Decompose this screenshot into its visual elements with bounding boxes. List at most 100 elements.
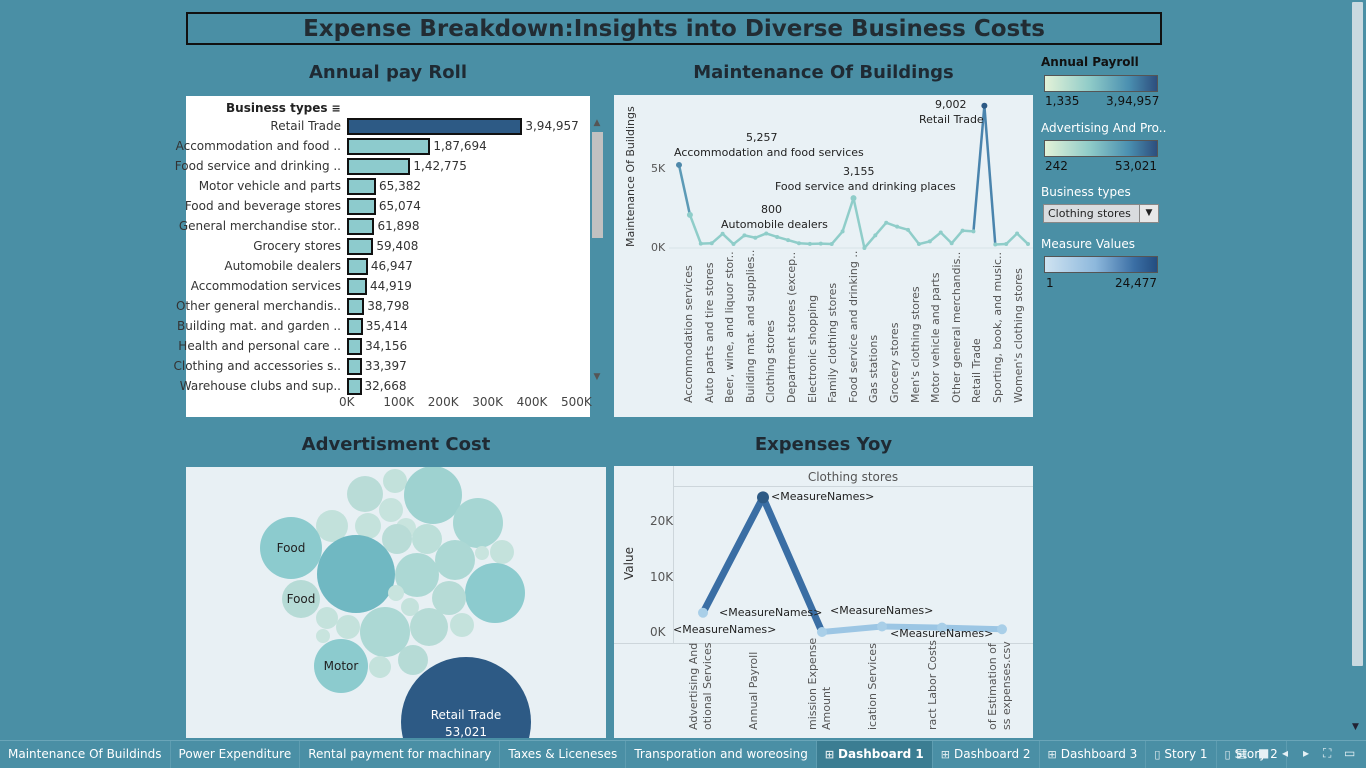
payroll-row-label[interactable]: Food and beverage stores — [184, 199, 341, 213]
payroll-chart[interactable]: Business types ≡ Retail Trade 3,94,957 Acco… — [173, 96, 603, 417]
payroll-bar[interactable] — [347, 298, 365, 315]
bubble[interactable] — [369, 656, 391, 678]
maintenance-point[interactable] — [938, 230, 943, 235]
maintenance-point[interactable] — [796, 241, 801, 246]
payroll-row[interactable]: Other general merchandis.. 38,798 — [176, 296, 590, 316]
payroll-row[interactable]: Automobile dealers 46,947 — [186, 256, 590, 276]
maintenance-point[interactable] — [731, 242, 736, 247]
business-types-dropdown[interactable]: Clothing stores ▼ — [1043, 204, 1159, 223]
payroll-row[interactable]: Food service and drinking .. 1,42,775 — [175, 156, 590, 176]
sheet-tab[interactable]: ▯ Story 2 — [1217, 740, 1287, 768]
payroll-bar[interactable] — [347, 158, 411, 175]
maintenance-point[interactable] — [862, 246, 867, 250]
payroll-row-label[interactable]: Food service and drinking .. — [174, 159, 341, 173]
payroll-row-label[interactable]: Warehouse clubs and sup.. — [179, 379, 341, 393]
scroll-down-icon[interactable]: ▼ — [1352, 722, 1359, 732]
scroll-thumb[interactable] — [592, 132, 603, 238]
payroll-scrollbar[interactable]: ▲ ▼ — [590, 116, 604, 386]
maintenance-point[interactable] — [927, 239, 932, 244]
bubble[interactable] — [398, 645, 428, 675]
payroll-row[interactable]: Grocery stores 59,408 — [186, 236, 590, 256]
bubble[interactable] — [432, 581, 466, 615]
bubble[interactable] — [465, 563, 525, 623]
maintenance-point[interactable] — [949, 241, 954, 246]
bubble[interactable] — [450, 613, 474, 637]
payroll-row-label[interactable]: Automobile dealers — [224, 259, 341, 273]
maintenance-plot[interactable] — [614, 95, 1033, 417]
maintenance-point[interactable] — [709, 241, 714, 246]
payroll-bar[interactable] — [347, 358, 362, 375]
bubble[interactable] — [347, 476, 383, 512]
bubble[interactable] — [435, 540, 475, 580]
payroll-row[interactable]: Health and personal care .. 34,156 — [178, 336, 590, 356]
sheet-tab[interactable]: Rental payment for machinary — [300, 740, 501, 768]
bubble[interactable] — [355, 513, 381, 539]
maintenance-point[interactable] — [1026, 242, 1030, 247]
sheet-tab[interactable]: Maintenance Of Buildinds — [0, 740, 171, 768]
yoy-point[interactable] — [757, 491, 769, 504]
bubble[interactable] — [316, 510, 348, 542]
maintenance-point[interactable] — [818, 241, 823, 246]
sort-icon[interactable]: ≡ — [331, 102, 341, 115]
bubble[interactable] — [383, 469, 407, 493]
payroll-row[interactable]: Clothing and accessories s.. 33,397 — [173, 356, 590, 376]
payroll-row-label[interactable]: Health and personal care .. — [178, 339, 341, 353]
yoy-point[interactable] — [937, 622, 947, 633]
maintenance-point[interactable] — [698, 241, 703, 246]
prev-sheet-icon[interactable]: ◂ — [1282, 746, 1289, 760]
maintenance-point[interactable] — [840, 229, 845, 234]
bubble[interactable] — [410, 608, 448, 646]
payroll-bar[interactable] — [347, 118, 523, 135]
maintenance-point[interactable] — [807, 241, 812, 246]
advert-bubble-chart[interactable]: Food Food Motor Retail Trade 53,021 — [186, 467, 606, 738]
bubble[interactable] — [412, 524, 442, 554]
payroll-bar[interactable] — [347, 198, 376, 215]
payroll-row[interactable]: Retail Trade 3,94,957 — [186, 116, 590, 136]
maintenance-point[interactable] — [895, 224, 900, 229]
next-sheet-icon[interactable]: ▸ — [1303, 746, 1310, 760]
sheet-tab[interactable]: Taxes & Liceneses — [500, 740, 627, 768]
payroll-row-label[interactable]: Grocery stores — [253, 239, 341, 253]
maintenance-point[interactable] — [829, 242, 834, 247]
payroll-row-label[interactable]: Accommodation and food .. — [175, 139, 341, 153]
payroll-row-label[interactable]: Accommodation services — [190, 279, 341, 293]
payroll-bar[interactable] — [347, 278, 367, 295]
bubble[interactable] — [395, 553, 439, 597]
payroll-bar[interactable] — [347, 218, 375, 235]
sheet-tab[interactable]: ⊞ Dashboard 2 — [933, 740, 1040, 768]
maintenance-chart[interactable]: Maintenance Of Buildings 5K 0K 5,257 Acc… — [614, 95, 1033, 417]
maintenance-point[interactable] — [742, 233, 747, 238]
maintenance-point[interactable] — [960, 228, 965, 233]
scroll-up-icon[interactable]: ▲ — [593, 118, 601, 128]
yoy-chart[interactable]: Clothing stores Value 20K 10K 0K <Measur… — [614, 466, 1033, 738]
yoy-plot[interactable] — [614, 466, 1033, 738]
bubble[interactable] — [388, 585, 404, 601]
payroll-row[interactable]: Warehouse clubs and sup.. 32,668 — [180, 376, 590, 396]
yoy-point[interactable] — [997, 624, 1007, 635]
bubble[interactable] — [360, 607, 410, 657]
payroll-row[interactable]: General merchandise stor.. 61,898 — [179, 216, 590, 236]
payroll-row[interactable]: Food and beverage stores 65,074 — [184, 196, 590, 216]
payroll-bar[interactable] — [347, 138, 431, 155]
window-scroll-thumb[interactable] — [1352, 2, 1363, 666]
yoy-point[interactable] — [698, 607, 708, 618]
payroll-row-label[interactable]: Motor vehicle and parts — [198, 179, 341, 193]
bubble[interactable] — [336, 615, 360, 639]
presentation-icon[interactable]: ▭ — [1344, 746, 1356, 760]
payroll-row[interactable]: Motor vehicle and parts 65,382 — [186, 176, 590, 196]
payroll-bar[interactable] — [347, 178, 377, 195]
sheet-tab[interactable]: ⊞ Dashboard 3 — [1040, 740, 1147, 768]
sheet-tab[interactable]: ▯ Story 1 — [1146, 740, 1217, 768]
chevron-down-icon[interactable]: ▼ — [1139, 205, 1158, 222]
payroll-row-label[interactable]: Clothing and accessories s.. — [173, 359, 341, 373]
bubble[interactable] — [282, 580, 320, 618]
maintenance-point[interactable] — [720, 231, 725, 236]
bubble[interactable] — [316, 629, 330, 643]
payroll-row-label[interactable]: Building mat. and garden .. — [176, 319, 341, 333]
window-scrollbar[interactable]: ▼ — [1350, 0, 1366, 740]
maintenance-point[interactable] — [916, 242, 921, 247]
payroll-row[interactable]: Accommodation services 44,919 — [186, 276, 590, 296]
payroll-bar[interactable] — [347, 378, 362, 395]
maintenance-point[interactable] — [981, 102, 988, 109]
advert-bubbles[interactable]: Food Food Motor Retail Trade 53,021 — [186, 467, 606, 738]
